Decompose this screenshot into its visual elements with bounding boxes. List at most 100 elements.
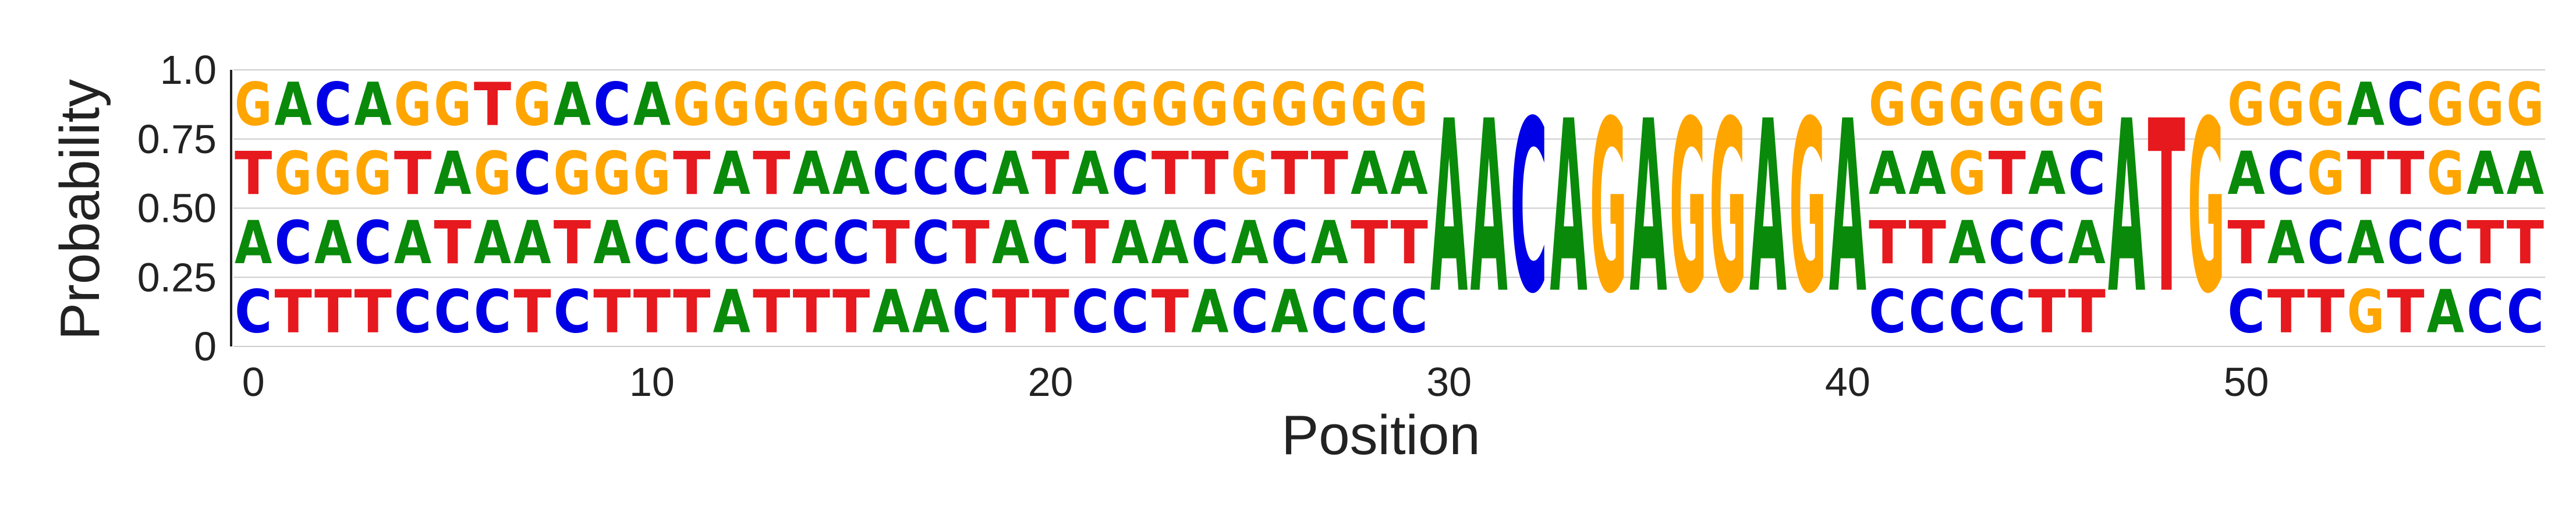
logo-letter-T: T [673, 140, 711, 208]
logo-letter-C: C [912, 140, 949, 208]
logo-letter-A: A [2427, 278, 2465, 346]
logo-letter-A: A [2347, 70, 2385, 139]
logo-letter-C: C [1391, 278, 1428, 347]
logo-letter-G: G [1231, 140, 1268, 208]
logo-letter-T: T [2467, 209, 2504, 278]
logo-letter-G: G [1111, 70, 1149, 139]
y-tick-label: 0.25 [137, 254, 217, 300]
logo-letter-G: G [873, 70, 910, 139]
logo-letter-A: A [2227, 139, 2265, 208]
logo-letter-T: T [753, 140, 791, 208]
logo-letter-A: A [1111, 208, 1149, 277]
x-tick-label: 0 [242, 359, 265, 405]
logo-letter-G: G [354, 140, 391, 208]
logo-letter-C: C [1989, 209, 2026, 278]
logo-letter-C: C [673, 209, 710, 278]
logo-letter-T: T [554, 209, 591, 278]
logo-letter-A: A [1072, 139, 1110, 208]
logo-letter-G: G [1351, 70, 1388, 139]
logo-letter-G: G [2227, 70, 2265, 139]
y-tick-label: 0.75 [137, 116, 217, 162]
logo-letter-A: A [1829, 71, 1867, 346]
logo-letter-C: C [633, 209, 671, 278]
logo-letter-A: A [1231, 208, 1269, 277]
logo-letter-G: G [1271, 70, 1308, 139]
logo-letter-T: T [314, 278, 352, 346]
logo-letter-A: A [275, 70, 313, 139]
logo-letter-G: G [2507, 70, 2544, 139]
logo-letter-T: T [1869, 209, 1907, 278]
logo-letter-G: G [1709, 70, 1746, 345]
logo-letter-C: C [1869, 278, 1906, 347]
x-tick-label: 50 [2224, 359, 2269, 405]
logo-letter-T: T [633, 278, 671, 346]
x-tick-label: 20 [1028, 359, 1073, 405]
logo-letter-G: G [1869, 70, 1906, 139]
logo-letter-C: C [2467, 278, 2504, 347]
logo-letter-G: G [992, 70, 1029, 139]
logo-letter-T: T [1072, 209, 1110, 278]
logo-letter-G: G [1670, 70, 1707, 345]
logo-letter-T: T [434, 209, 472, 278]
logo-letter-A: A [713, 278, 751, 346]
logo-letter-C: C [1351, 278, 1388, 347]
logo-letter-T: T [235, 140, 272, 208]
logo-letter-T: T [2387, 278, 2425, 346]
y-tick-label: 0 [194, 324, 217, 369]
logo-letter-G: G [314, 140, 352, 208]
logo-letter-A: A [354, 70, 392, 139]
logo-letter-G: G [1391, 70, 1428, 139]
logo-letter-A: A [434, 139, 472, 208]
logo-letter-C: C [2387, 70, 2424, 139]
logo-letter-T: T [2148, 70, 2185, 346]
logo-letter-A: A [992, 208, 1030, 277]
logo-letter-G: G [2028, 70, 2065, 139]
logo-letter-C: C [2068, 140, 2105, 208]
logo-letter-A: A [474, 208, 512, 277]
logo-letter-A: A [2267, 208, 2305, 277]
logo-letter-T: T [1191, 140, 1229, 208]
logo-letter-C: C [513, 140, 551, 208]
logo-letter-A: A [513, 208, 551, 277]
logo-letter-A: A [1271, 278, 1309, 346]
logo-letter-G: G [753, 70, 790, 139]
logo-letter-G: G [275, 140, 312, 208]
logo-letter-A: A [1191, 278, 1229, 346]
logo-letter-C: C [275, 209, 312, 278]
logo-letter-A: A [2068, 208, 2106, 277]
logo-letter-G: G [474, 140, 511, 208]
logo-letter-C: C [593, 70, 630, 139]
logo-letter-C: C [2267, 140, 2305, 208]
logo-letter-T: T [1032, 278, 1069, 346]
logo-letter-G: G [593, 140, 630, 208]
logo-letter-C: C [793, 209, 830, 278]
logo-letter-T: T [832, 278, 870, 346]
logo-letter-C: C [2387, 209, 2424, 278]
logo-letter-T: T [2507, 209, 2545, 278]
x-tick-label: 10 [629, 359, 675, 405]
logo-letter-G: G [2307, 70, 2344, 139]
logo-letter-G: G [2467, 70, 2504, 139]
logo-letter-C: C [1948, 278, 1986, 347]
logo-letter-C: C [832, 209, 870, 278]
logo-letter-T: T [673, 278, 711, 346]
logo-letter-C: C [912, 209, 949, 278]
logo-letter-G: G [554, 140, 591, 208]
logo-letter-A: A [1909, 139, 1947, 208]
logo-letter-A: A [992, 139, 1030, 208]
logo-letter-A: A [1629, 71, 1667, 346]
logo-letter-A: A [793, 139, 831, 208]
logo-letter-G: G [673, 70, 710, 139]
logo-letter-C: C [474, 278, 511, 347]
logo-letter-A: A [1391, 139, 1429, 208]
x-tick-label: 30 [1426, 359, 1472, 405]
logo-letter-T: T [2307, 278, 2345, 346]
logo-letter-C: C [873, 140, 910, 208]
logo-letter-A: A [2467, 139, 2504, 208]
logo-letter-G: G [1311, 70, 1348, 139]
logo-letter-C: C [1311, 278, 1348, 347]
logo-letter-A: A [1151, 208, 1189, 277]
logo-letter-G: G [513, 70, 551, 139]
x-tick-labels: 0 10 20 30 40 50 [242, 359, 2269, 405]
